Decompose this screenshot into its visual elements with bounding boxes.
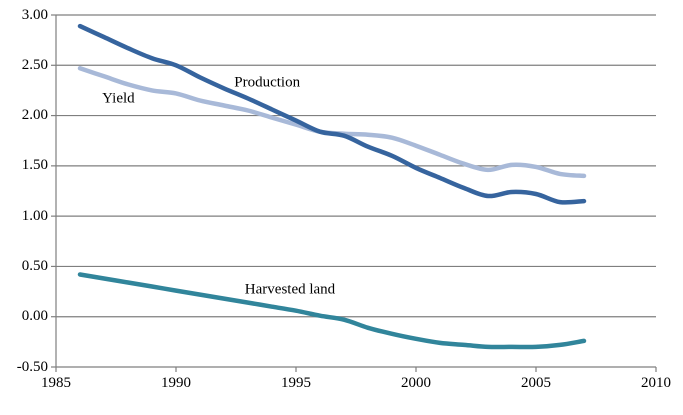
x-tick-label: 2005 (521, 375, 551, 391)
y-tick-label: 2.50 (21, 56, 48, 73)
harvested-land-line (77, 272, 587, 350)
production-line (77, 23, 587, 205)
y-tick-label: 0.00 (21, 308, 48, 325)
y-tick-label: 2.00 (21, 107, 48, 124)
y-tick-label: 1.00 (21, 207, 48, 224)
yield-line (77, 66, 587, 179)
y-tick-label: 0.50 (21, 257, 48, 274)
x-tick-label: 1995 (281, 375, 311, 391)
x-tick-label: 2000 (401, 375, 431, 391)
y-tick-label: -0.50 (16, 358, 48, 375)
y-tick-label: 1.50 (21, 157, 48, 174)
harvested-land-series-label: Harvested land (244, 281, 336, 298)
x-tick-label: 1985 (41, 375, 71, 391)
x-tick-label: 2010 (641, 375, 671, 391)
yield-series-label: Yield (102, 90, 135, 107)
x-tick-label: 1990 (161, 375, 191, 391)
production-series-label: Production (234, 74, 301, 91)
y-tick-label: 3.00 (21, 6, 48, 23)
